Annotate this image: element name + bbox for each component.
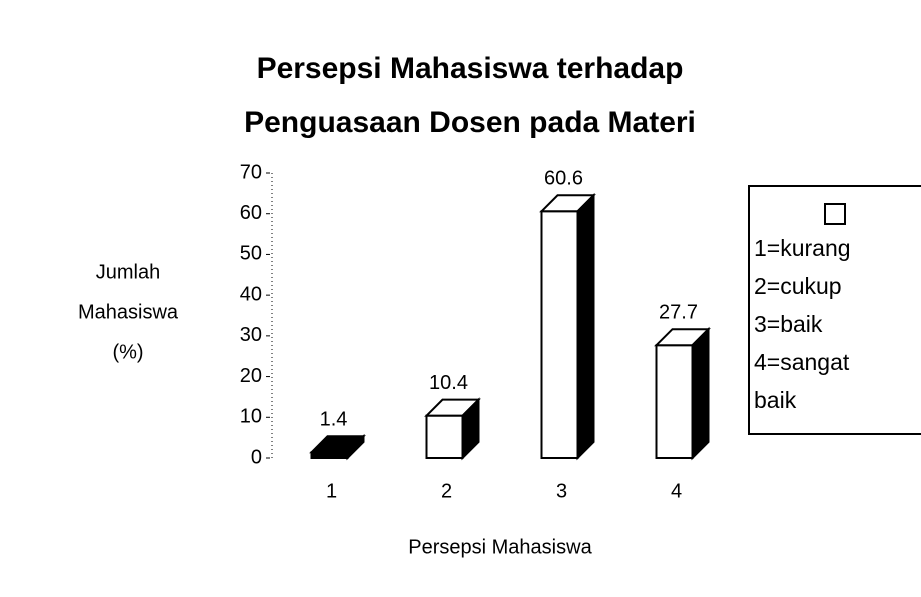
y-tick-label: 30 [240, 324, 262, 346]
x-tick-label: 3 [556, 480, 567, 502]
x-tick-label: 4 [671, 480, 682, 502]
legend-marker [824, 203, 846, 225]
legend-entry: 3=baik [754, 311, 823, 337]
bar [540, 210, 579, 459]
bar-side [461, 397, 480, 461]
legend-entry: 4=sangat baik [754, 349, 850, 413]
value-label: 1.4 [320, 409, 348, 431]
x-axis-label: Persepsi Mahasiswa [408, 536, 592, 558]
legend-entry: 1=kurang [754, 235, 851, 261]
y-tick-label: 60 [240, 202, 262, 224]
y-tick-label: 50 [240, 243, 262, 265]
y-tick-label: 20 [240, 365, 262, 387]
y-axis-label: Mahasiswa [78, 301, 179, 323]
x-tick-label: 1 [326, 480, 337, 502]
y-tick-label: 0 [251, 446, 262, 468]
value-label: 10.4 [429, 372, 468, 394]
y-tick-label: 10 [240, 406, 262, 428]
y-tick-label: 70 [240, 161, 262, 183]
legend-entry: 2=cukup [754, 273, 842, 299]
bar-side [576, 192, 595, 461]
bar [425, 414, 464, 459]
bar [655, 344, 694, 460]
y-tick-label: 40 [240, 283, 262, 305]
bar-side [346, 433, 365, 461]
y-axis-label: Jumlah [96, 261, 160, 283]
value-label: 27.7 [659, 302, 698, 324]
legend: 1=kurang 2=cukup 3=baik 4=sangat baik [748, 185, 921, 435]
value-label: 60.6 [544, 168, 583, 190]
bar-side [691, 326, 710, 461]
chart-title: Penguasaan Dosen pada Materi [244, 106, 696, 139]
y-axis-label: (%) [112, 341, 143, 363]
x-tick-label: 2 [441, 480, 452, 502]
chart-title: Persepsi Mahasiswa terhadap [257, 52, 684, 85]
